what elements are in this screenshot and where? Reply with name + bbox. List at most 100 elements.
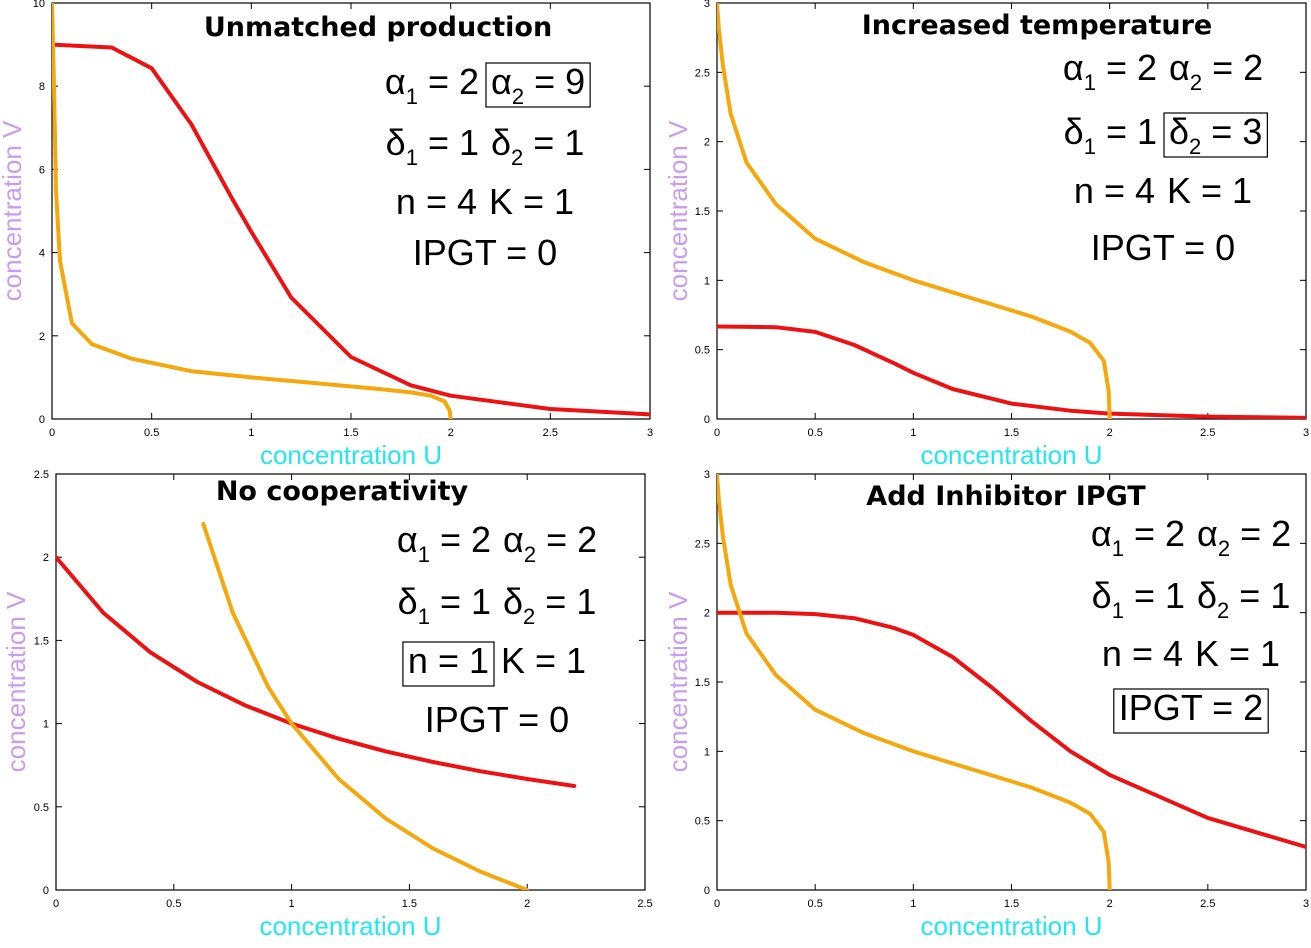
x-tick-label: 0.5 xyxy=(808,898,823,910)
param-n: n = 4 xyxy=(1074,170,1155,211)
param-alpha2: α2 = 2 xyxy=(1197,513,1291,561)
x-tick-label: 2.5 xyxy=(543,427,558,439)
param-alpha1: α1 = 2 xyxy=(397,519,491,567)
highlight-box xyxy=(1163,112,1268,158)
param-alpha2: α2 = 2 xyxy=(503,519,597,567)
x-tick-label: 2.5 xyxy=(1200,427,1215,439)
series-line-u-nullcline xyxy=(52,3,453,419)
y-tick-label: 2 xyxy=(43,552,49,564)
param-alpha1: α1 = 2 xyxy=(1091,513,1185,561)
y-tick-label: 0.5 xyxy=(695,816,710,828)
x-tick-label: 3 xyxy=(1303,898,1309,910)
params-alpha-row: α1 = 2 α2 = 2 xyxy=(397,519,597,567)
y-tick-label: 1 xyxy=(704,275,710,287)
y-tick-label: 2 xyxy=(39,331,45,343)
series-line-v-nullcline xyxy=(52,42,650,417)
highlight-box xyxy=(485,62,591,108)
param-delta2: δ2 = 3 xyxy=(1169,111,1262,159)
params-nk-row: n = 1 K = 1 xyxy=(402,640,586,687)
param-k: K = 1 xyxy=(1195,633,1280,674)
param-alpha2: α2 = 9 xyxy=(491,61,585,109)
x-tick-label: 2 xyxy=(448,427,454,439)
param-delta1: δ1 = 1 xyxy=(1092,575,1185,623)
param-delta1: δ1 = 1 xyxy=(1064,111,1157,159)
x-tick-label: 1 xyxy=(289,898,295,910)
param-ipgt: IPGT = 0 xyxy=(413,232,557,273)
y-tick-label: 3 xyxy=(704,469,710,481)
panel-title: Add Inhibitor IPGT xyxy=(866,481,1146,512)
y-tick-label: 2.5 xyxy=(34,469,49,481)
y-tick-label: 1 xyxy=(43,719,49,731)
params-nk-row: n = 4 K = 1 xyxy=(1102,633,1280,674)
y-tick-label: 4 xyxy=(39,248,45,260)
y-tick-label: 0 xyxy=(704,885,710,897)
x-tick-label: 3 xyxy=(647,427,653,439)
series-line-u-nullcline xyxy=(717,3,1112,419)
x-tick-label: 1.5 xyxy=(1004,898,1019,910)
params-ipgt-row: IPGT = 0 xyxy=(425,699,569,740)
x-tick-label: 1.5 xyxy=(343,427,358,439)
params-alpha-row: α1 = 2 α2 = 2 xyxy=(1063,47,1263,95)
chart-panel-1: 0 0.5 1 1.5 2 2.5 3 0 2 4 6 8 10 concentration U conce… xyxy=(0,0,653,470)
panel-title: No cooperativity xyxy=(216,476,469,507)
y-tick-label: 2 xyxy=(704,137,710,149)
x-tick-label: 2 xyxy=(1107,427,1113,439)
x-tick-label: 0 xyxy=(714,898,720,910)
params-delta-row: δ1 = 1 δ2 = 1 xyxy=(398,581,597,629)
y-tick-label: 2.5 xyxy=(695,67,710,79)
plot-frame xyxy=(55,473,646,891)
y-axis-label: concentration V xyxy=(663,120,693,301)
y-tick-label: 1.5 xyxy=(695,677,710,689)
param-k: K = 1 xyxy=(1167,170,1252,211)
y-axis-label: concentration V xyxy=(663,591,693,772)
y-tick-label: 1.5 xyxy=(34,635,49,647)
series-line-v-nullcline xyxy=(717,324,1306,419)
params-delta-row: δ1 = 1 δ2 = 1 xyxy=(386,122,585,170)
series-line-v-nullcline xyxy=(717,610,1306,849)
params-alpha-row: α1 = 2 α2 = 2 xyxy=(1091,513,1291,561)
params-nk-row: n = 4 K = 1 xyxy=(396,181,574,222)
y-tick-label: 0 xyxy=(43,885,49,897)
y-tick-label: 0 xyxy=(704,414,710,426)
params-ipgt-row: IPGT = 2 xyxy=(1113,687,1269,734)
param-alpha2: α2 = 2 xyxy=(1169,47,1263,95)
params-nk-row: n = 4 K = 1 xyxy=(1074,170,1252,211)
params-alpha-row: α1 = 2 α2 = 9 xyxy=(385,61,591,109)
x-tick-label: 3 xyxy=(1303,427,1309,439)
param-alpha1: α1 = 2 xyxy=(385,61,479,109)
x-axis-label: concentration U xyxy=(260,440,442,470)
x-tick-label: 2.5 xyxy=(1200,898,1215,910)
param-n: n = 4 xyxy=(1102,633,1183,674)
params-delta-row: δ1 = 1 δ2 = 3 xyxy=(1064,111,1268,159)
params-ipgt-row: IPGT = 0 xyxy=(413,232,557,273)
params-delta-row: δ1 = 1 δ2 = 1 xyxy=(1092,575,1291,623)
param-delta1: δ1 = 1 xyxy=(398,581,491,629)
series-line-u-nullcline xyxy=(717,474,1112,890)
param-delta2: δ2 = 1 xyxy=(503,581,596,629)
param-delta2: δ2 = 1 xyxy=(491,122,584,170)
param-k: K = 1 xyxy=(489,181,574,222)
y-tick-label: 2 xyxy=(704,608,710,620)
param-k: K = 1 xyxy=(501,640,586,681)
y-tick-label: 6 xyxy=(39,164,45,176)
x-tick-label: 0 xyxy=(714,427,720,439)
x-tick-label: 1.5 xyxy=(402,898,417,910)
chart-panel-4: 0 0.5 1 1.5 2 2.5 3 0 0.5 1 1.5 2 2.5 3 concentration … xyxy=(663,469,1309,941)
x-tick-label: 0 xyxy=(49,427,55,439)
x-tick-label: 0.5 xyxy=(808,427,823,439)
x-tick-label: 2.5 xyxy=(637,898,652,910)
x-tick-label: 0 xyxy=(53,898,59,910)
param-ipgt: IPGT = 0 xyxy=(1091,227,1235,268)
y-tick-label: 2.5 xyxy=(695,538,710,550)
param-delta2: δ2 = 1 xyxy=(1197,575,1290,623)
x-tick-label: 1 xyxy=(910,427,916,439)
y-tick-label: 10 xyxy=(33,0,45,10)
y-tick-label: 0 xyxy=(39,414,45,426)
param-ipgt: IPGT = 2 xyxy=(1119,687,1263,728)
param-ipgt: IPGT = 0 xyxy=(425,699,569,740)
y-tick-label: 0.5 xyxy=(34,802,49,814)
chart-panel-2: 0 0.5 1 1.5 2 2.5 3 0 0.5 1 1.5 2 2.5 3 concentration … xyxy=(663,0,1309,470)
param-n: n = 1 xyxy=(408,640,489,681)
series-line-u-nullcline xyxy=(201,521,530,890)
